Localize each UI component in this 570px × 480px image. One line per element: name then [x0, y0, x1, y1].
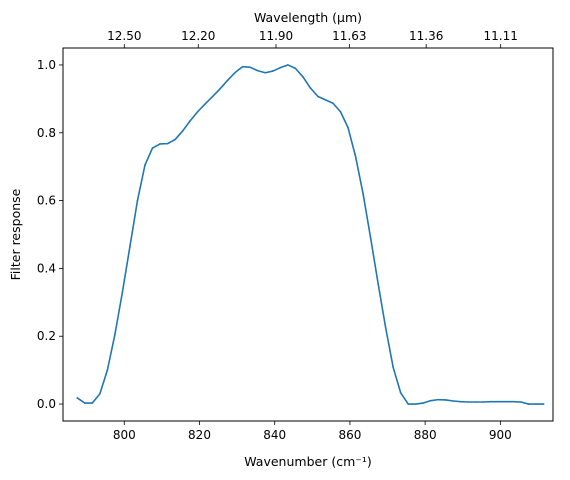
data-point	[211, 95, 214, 98]
series-layer	[76, 64, 545, 405]
data-point	[144, 164, 146, 166]
data-point	[121, 291, 124, 293]
data-point	[317, 95, 319, 98]
data-point	[422, 402, 425, 404]
data-point	[429, 399, 432, 402]
data-point	[407, 403, 410, 405]
data-point	[309, 87, 312, 89]
data-point	[241, 65, 244, 68]
data-point	[174, 138, 176, 141]
data-point	[354, 155, 357, 158]
plot-frame	[62, 47, 554, 422]
top-tick-label: 11.11	[484, 29, 518, 43]
data-point	[475, 401, 477, 403]
data-point	[294, 67, 297, 70]
data-point	[189, 120, 191, 122]
data-point	[542, 403, 545, 405]
data-point	[226, 79, 229, 82]
x-tick-label: 820	[188, 428, 211, 442]
x-tick-label: 880	[414, 428, 437, 442]
data-point	[264, 71, 267, 74]
top-tick-label: 11.63	[332, 29, 366, 43]
y-tick-label: 0.2	[37, 329, 56, 343]
x-tick-label: 840	[263, 428, 286, 442]
data-point	[460, 400, 462, 403]
data-point	[272, 70, 274, 72]
top-tick-label: 12.50	[107, 29, 141, 43]
data-point	[279, 66, 282, 69]
data-point	[490, 400, 492, 403]
data-point	[114, 333, 116, 336]
data-point	[467, 401, 470, 403]
data-point	[106, 369, 109, 371]
data-point	[535, 403, 537, 405]
top-axis-label: Wavelength (μm)	[254, 10, 362, 25]
data-point	[324, 99, 327, 101]
data-point	[234, 71, 237, 74]
data-point	[196, 110, 199, 113]
filter-response-line	[76, 64, 545, 405]
data-point	[151, 147, 154, 149]
data-point	[377, 282, 379, 285]
data-point	[76, 397, 79, 399]
data-point	[497, 400, 500, 403]
data-point	[136, 199, 139, 202]
data-point	[219, 87, 221, 90]
top-tick-label: 12.20	[181, 29, 215, 43]
data-point	[159, 143, 161, 145]
data-point	[287, 64, 289, 66]
data-point	[91, 402, 94, 404]
data-point	[505, 400, 507, 403]
data-point	[437, 398, 440, 401]
x-axis-label: Wavenumber (cm⁻¹)	[244, 454, 371, 469]
x-tick-label: 800	[113, 428, 136, 442]
data-point	[399, 392, 402, 394]
data-point	[452, 400, 455, 402]
data-point	[512, 400, 515, 403]
data-point	[392, 366, 394, 369]
data-point	[369, 237, 372, 239]
data-point	[384, 326, 387, 329]
x-tick-label: 860	[338, 428, 361, 442]
data-point	[302, 76, 304, 78]
data-point	[166, 142, 169, 145]
data-point	[482, 401, 485, 403]
data-point	[84, 402, 86, 404]
y-tick-label: 0.6	[37, 194, 56, 208]
data-point	[257, 69, 259, 72]
data-point	[520, 401, 522, 403]
data-point	[181, 130, 184, 132]
data-point	[414, 403, 417, 405]
data-point	[129, 245, 131, 248]
ticks-layer: 800 820 840 860 880 900 0.0 0.2 0.4 0.6 0.8 1.0 12.5…	[37, 29, 518, 442]
data-point	[204, 103, 206, 105]
data-point	[527, 403, 530, 405]
data-point	[249, 66, 252, 69]
y-tick-label: 0.8	[37, 126, 56, 140]
y-axis-label: Filter response	[8, 188, 23, 280]
data-point	[339, 110, 342, 113]
data-point	[332, 102, 334, 105]
data-point	[362, 193, 364, 195]
data-point	[99, 393, 101, 395]
y-tick-label: 1.0	[37, 58, 56, 72]
top-tick-label: 11.90	[259, 29, 293, 43]
data-point	[445, 399, 447, 401]
top-tick-label: 11.36	[409, 29, 443, 43]
y-tick-label: 0.4	[37, 261, 56, 275]
x-tick-label: 900	[489, 428, 512, 442]
data-point	[347, 126, 349, 129]
y-tick-label: 0.0	[37, 397, 56, 411]
